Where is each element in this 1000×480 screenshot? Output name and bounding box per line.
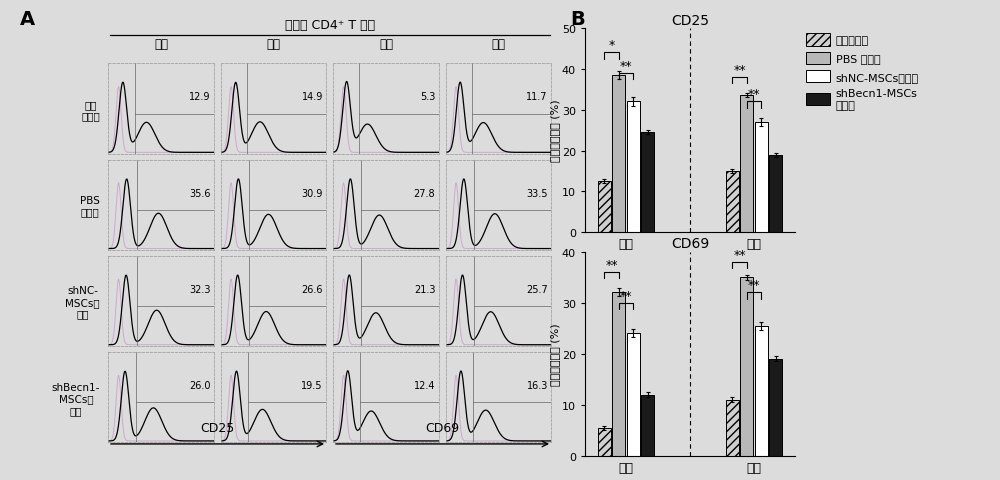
Text: 设门于 CD4⁺ T 细胞: 设门于 CD4⁺ T 细胞 <box>285 19 375 32</box>
Bar <box>769 156 782 233</box>
Text: **: ** <box>733 248 746 261</box>
Text: **: ** <box>620 60 632 72</box>
Bar <box>740 96 753 233</box>
Text: 16.3: 16.3 <box>526 380 548 390</box>
Text: **: ** <box>748 279 760 292</box>
Text: **: ** <box>620 289 632 302</box>
Text: 35.6: 35.6 <box>189 188 210 198</box>
Legend: 正常小鼠组, PBS 处理组, shNC-MSCs处理组, shBecn1-MSCs
处理组: 正常小鼠组, PBS 处理组, shNC-MSCs处理组, shBecn1-MS… <box>806 35 919 110</box>
Title: CD25: CD25 <box>671 13 709 28</box>
Text: 12.9: 12.9 <box>189 92 210 102</box>
Y-axis label: 阳性细胞比率 (%): 阳性细胞比率 (%) <box>550 323 560 385</box>
Text: 14.9: 14.9 <box>301 92 323 102</box>
Text: 27.8: 27.8 <box>414 188 435 198</box>
Bar <box>612 293 625 456</box>
Bar <box>627 102 640 233</box>
Text: A: A <box>20 10 35 29</box>
Bar <box>612 76 625 233</box>
Text: *: * <box>608 39 615 52</box>
Text: 脾脏: 脾脏 <box>267 38 281 51</box>
Bar <box>641 395 654 456</box>
Bar <box>627 334 640 456</box>
Text: CD25: CD25 <box>200 421 235 434</box>
Text: 11.7: 11.7 <box>526 92 548 102</box>
Title: CD69: CD69 <box>671 237 709 251</box>
Bar <box>740 277 753 456</box>
Y-axis label: 阳性细胞比率 (%): 阳性细胞比率 (%) <box>550 99 560 162</box>
Bar <box>769 359 782 456</box>
Text: shBecn1-
MSCs处
理组: shBecn1- MSCs处 理组 <box>52 382 100 415</box>
Text: shNC-
MSCs处
理组: shNC- MSCs处 理组 <box>65 286 100 319</box>
Text: **: ** <box>733 64 746 77</box>
Bar <box>598 428 611 456</box>
Text: B: B <box>570 10 585 29</box>
Text: 25.7: 25.7 <box>526 284 548 294</box>
Bar <box>641 133 654 233</box>
Text: **: ** <box>605 258 618 271</box>
Text: 5.3: 5.3 <box>420 92 435 102</box>
Bar <box>598 182 611 233</box>
Text: 19.5: 19.5 <box>301 380 323 390</box>
Text: 26.6: 26.6 <box>301 284 323 294</box>
Text: 26.0: 26.0 <box>189 380 210 390</box>
Text: 脊髄: 脊髄 <box>379 38 393 51</box>
Text: 32.3: 32.3 <box>189 284 210 294</box>
Bar <box>726 400 739 456</box>
Text: 脊髄: 脊髄 <box>154 38 168 51</box>
Text: 正常
小鼠组: 正常 小鼠组 <box>81 100 100 121</box>
Text: 12.4: 12.4 <box>414 380 435 390</box>
Text: 30.9: 30.9 <box>301 188 323 198</box>
Text: 21.3: 21.3 <box>414 284 435 294</box>
Text: PBS
处理组: PBS 处理组 <box>80 196 100 217</box>
Text: 脾脏: 脾脏 <box>492 38 506 51</box>
Text: **: ** <box>748 88 760 101</box>
Bar <box>755 326 768 456</box>
Text: 33.5: 33.5 <box>526 188 548 198</box>
Bar <box>726 172 739 233</box>
Bar <box>755 123 768 233</box>
Text: CD69: CD69 <box>425 421 460 434</box>
